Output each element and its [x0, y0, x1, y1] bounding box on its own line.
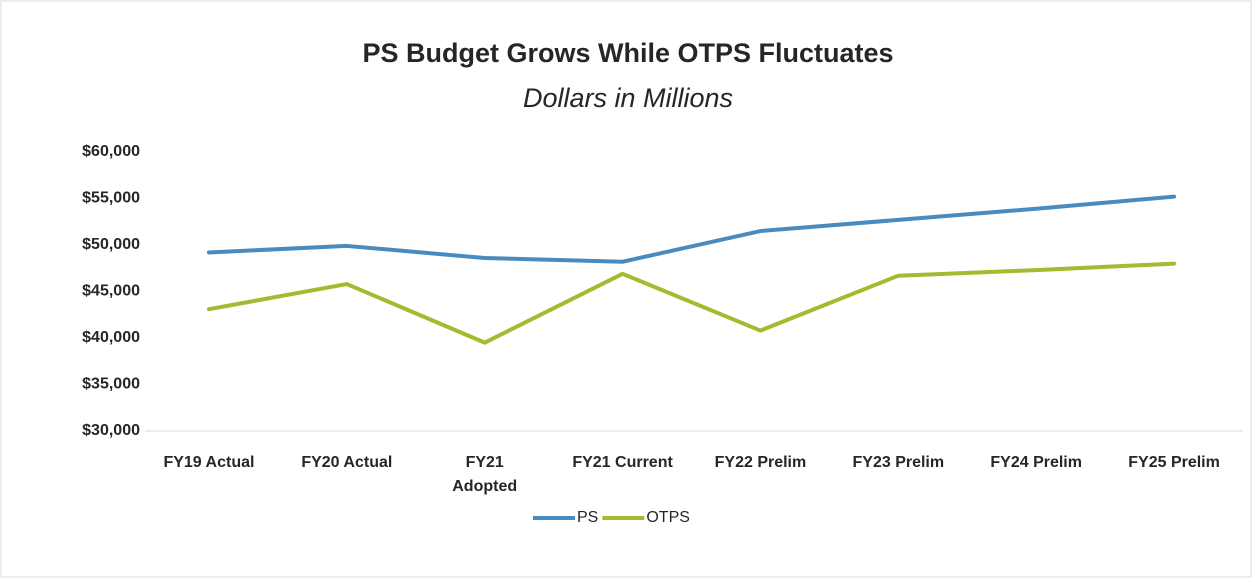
x-tick-label: FY24 Prelim — [990, 454, 1082, 471]
y-tick-label: $35,000 — [82, 376, 140, 393]
y-tick-label: $55,000 — [82, 190, 140, 207]
x-tick-label: FY19 Actual — [163, 454, 255, 471]
chart-subtitle: Dollars in Millions — [523, 83, 733, 113]
line-series — [206, 261, 1177, 345]
x-tick-label: FY21 Current — [572, 454, 673, 471]
x-tick-label: FY25 Prelim — [1128, 454, 1220, 471]
legend-label: OTPS — [646, 509, 690, 526]
legend-label: PS — [577, 509, 598, 526]
x-tick-label: FY22 Prelim — [714, 454, 807, 471]
x-tick-label: FY21 Adopted — [452, 454, 518, 495]
y-tick-label: $45,000 — [82, 283, 140, 300]
chart-title: PS Budget Grows While OTPS Fluctuates — [362, 38, 893, 68]
y-tick-label: $60,000 — [82, 143, 140, 160]
y-tick-label: $50,000 — [82, 236, 140, 253]
line-series — [206, 194, 1177, 264]
x-tick-label: FY23 Prelim — [852, 454, 945, 471]
y-tick-label: $40,000 — [82, 329, 140, 346]
x-tick-label: FY20 Actual — [301, 454, 393, 471]
y-tick-label: $30,000 — [82, 422, 140, 439]
